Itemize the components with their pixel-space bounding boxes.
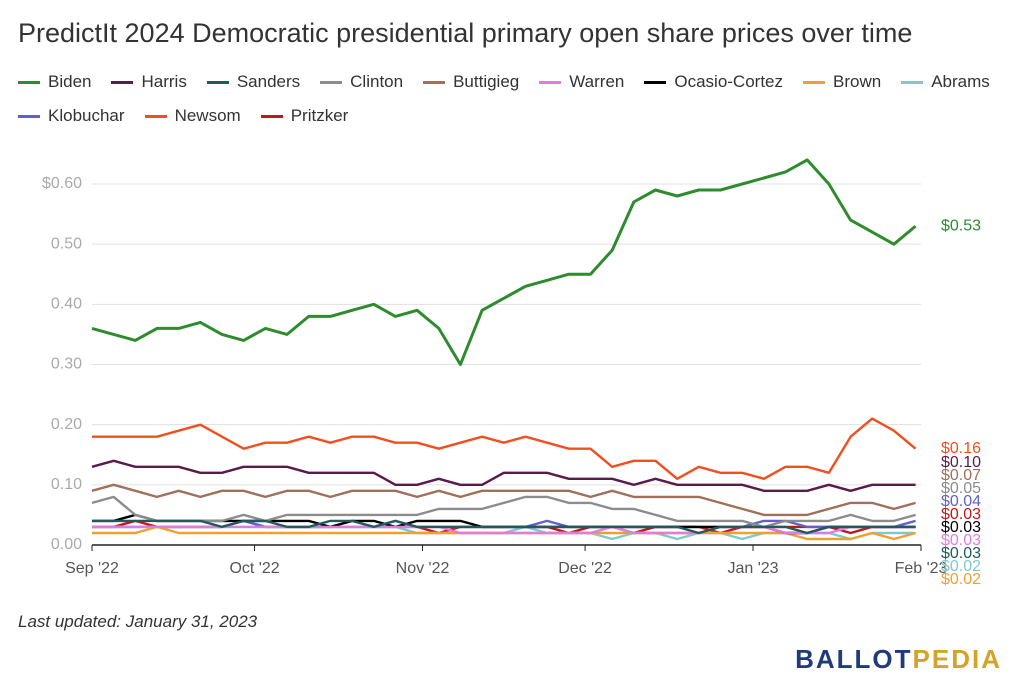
- y-tick-label: 0.40: [51, 296, 82, 313]
- series-line: [91, 495, 916, 529]
- legend-label: Clinton: [350, 72, 404, 91]
- legend-item: Pritzker: [260, 106, 349, 126]
- legend-item: Brown: [803, 72, 881, 92]
- legend-swatch: [539, 80, 562, 84]
- series-line: [92, 525, 916, 535]
- legend-label: Sanders: [236, 72, 301, 91]
- y-tick-label: 0.00: [51, 536, 82, 553]
- end-label: $0.07: [941, 467, 981, 484]
- legend-item: Klobuchar: [18, 106, 125, 126]
- legend-swatch: [644, 80, 667, 84]
- legend-label: Brown: [833, 72, 882, 91]
- legend-item: Biden: [18, 72, 91, 92]
- footnote: Last updated: January 31, 2023: [18, 612, 258, 631]
- y-tick-label: 0.20: [51, 416, 82, 433]
- legend-item: Warren: [539, 72, 624, 92]
- end-label: $0.53: [941, 217, 981, 234]
- end-label: $0.02: [941, 558, 981, 575]
- end-label: $0.03: [941, 545, 981, 562]
- end-label: $0.03: [941, 519, 981, 536]
- series-line: [92, 417, 917, 480]
- legend-item: Sanders: [206, 72, 301, 92]
- y-tick-label: 0.50: [51, 235, 82, 252]
- legend-swatch: [18, 114, 40, 118]
- legend-swatch: [260, 114, 283, 118]
- legend-label: Harris: [141, 72, 187, 91]
- logo-part: PEDIA: [912, 644, 1002, 674]
- legend-swatch: [206, 80, 229, 84]
- x-tick-label: Jan '23: [727, 560, 778, 577]
- logo-part: BALLOT: [795, 644, 913, 674]
- end-label: $0.03: [941, 532, 981, 549]
- legend-item: Harris: [111, 72, 187, 92]
- legend-swatch: [111, 80, 134, 84]
- end-label: $0.02: [941, 571, 981, 588]
- chart-title: PredictIt 2024 Democratic presidential p…: [18, 18, 913, 48]
- end-label: $0.05: [941, 480, 981, 497]
- legend-swatch: [803, 80, 825, 84]
- legend-item: Newsom: [144, 106, 241, 126]
- x-tick-label: Nov '22: [396, 560, 450, 577]
- end-label: $0.03: [941, 506, 981, 523]
- x-tick-label: Feb '23: [895, 560, 948, 577]
- end-label: $0.16: [941, 440, 981, 457]
- series-line: [91, 158, 917, 366]
- legend-item: Abrams: [901, 72, 990, 92]
- x-tick-label: Oct '22: [229, 560, 279, 577]
- series-line: [92, 519, 916, 535]
- logo: BALLOTPEDIA: [795, 644, 1002, 675]
- end-label: $0.04: [941, 493, 981, 510]
- legend-swatch: [320, 80, 343, 84]
- series-line: [91, 483, 916, 517]
- x-tick-label: Dec '22: [558, 560, 612, 577]
- legend-swatch: [144, 114, 167, 118]
- y-tick-label: 0.10: [51, 476, 82, 493]
- legend-label: Warren: [569, 72, 625, 91]
- end-label: $0.10: [941, 454, 981, 471]
- legend-label: Klobuchar: [48, 106, 125, 125]
- legend-swatch: [18, 80, 40, 84]
- legend-label: Buttigieg: [453, 72, 520, 91]
- legend-item: Clinton: [320, 72, 403, 92]
- legend-swatch: [423, 80, 446, 84]
- series-line: [91, 459, 916, 492]
- y-tick-label: $0.60: [42, 175, 82, 192]
- legend-item: Buttigieg: [423, 72, 519, 92]
- legend-label: Biden: [48, 72, 92, 91]
- x-tick-label: Sep '22: [65, 560, 119, 577]
- legend-label: Abrams: [931, 72, 990, 91]
- y-tick-label: 0.30: [51, 356, 82, 373]
- legend-swatch: [901, 80, 924, 84]
- legend-label: Ocasio-Cortez: [674, 72, 783, 91]
- legend: Biden Harris Sanders Clinton Buttigieg Warren…: [18, 72, 1008, 126]
- legend-label: Pritzker: [290, 106, 349, 125]
- chart: 0.00 0.10 0.20 0.30 0.40 0.50 $0.60 Sep '22 Oct …: [42, 158, 981, 588]
- legend-item: Ocasio-Cortez: [644, 72, 783, 92]
- legend-label: Newsom: [174, 106, 241, 125]
